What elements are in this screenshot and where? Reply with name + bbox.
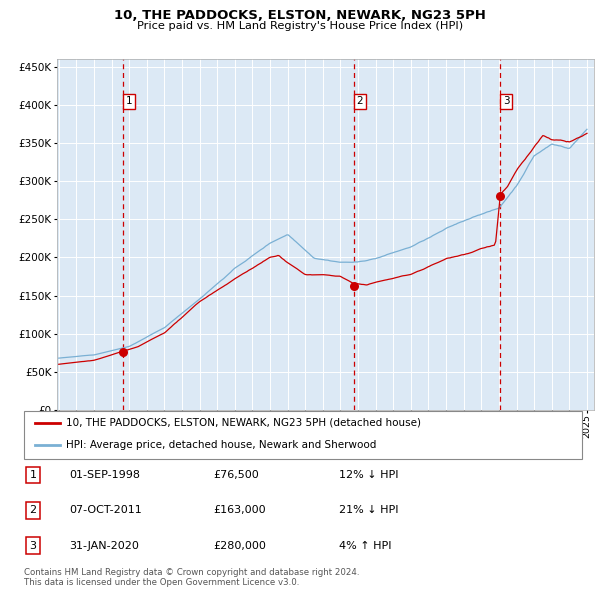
Text: 3: 3 (29, 541, 37, 550)
Text: 10, THE PADDOCKS, ELSTON, NEWARK, NG23 5PH: 10, THE PADDOCKS, ELSTON, NEWARK, NG23 5… (114, 9, 486, 22)
Text: 2: 2 (29, 506, 37, 515)
Text: 1: 1 (126, 96, 133, 106)
Text: 2: 2 (356, 96, 363, 106)
Text: Contains HM Land Registry data © Crown copyright and database right 2024.
This d: Contains HM Land Registry data © Crown c… (24, 568, 359, 587)
FancyBboxPatch shape (24, 411, 582, 459)
Text: 31-JAN-2020: 31-JAN-2020 (69, 541, 139, 550)
Text: £280,000: £280,000 (213, 541, 266, 550)
Text: £76,500: £76,500 (213, 470, 259, 480)
Text: 1: 1 (29, 470, 37, 480)
Text: 07-OCT-2011: 07-OCT-2011 (69, 506, 142, 515)
Text: Price paid vs. HM Land Registry's House Price Index (HPI): Price paid vs. HM Land Registry's House … (137, 21, 463, 31)
Text: 10, THE PADDOCKS, ELSTON, NEWARK, NG23 5PH (detached house): 10, THE PADDOCKS, ELSTON, NEWARK, NG23 5… (66, 418, 421, 428)
Text: 01-SEP-1998: 01-SEP-1998 (69, 470, 140, 480)
Text: 4% ↑ HPI: 4% ↑ HPI (339, 541, 391, 550)
Text: 12% ↓ HPI: 12% ↓ HPI (339, 470, 398, 480)
Text: HPI: Average price, detached house, Newark and Sherwood: HPI: Average price, detached house, Newa… (66, 441, 376, 451)
Text: 21% ↓ HPI: 21% ↓ HPI (339, 506, 398, 515)
Text: 3: 3 (503, 96, 509, 106)
Text: £163,000: £163,000 (213, 506, 266, 515)
